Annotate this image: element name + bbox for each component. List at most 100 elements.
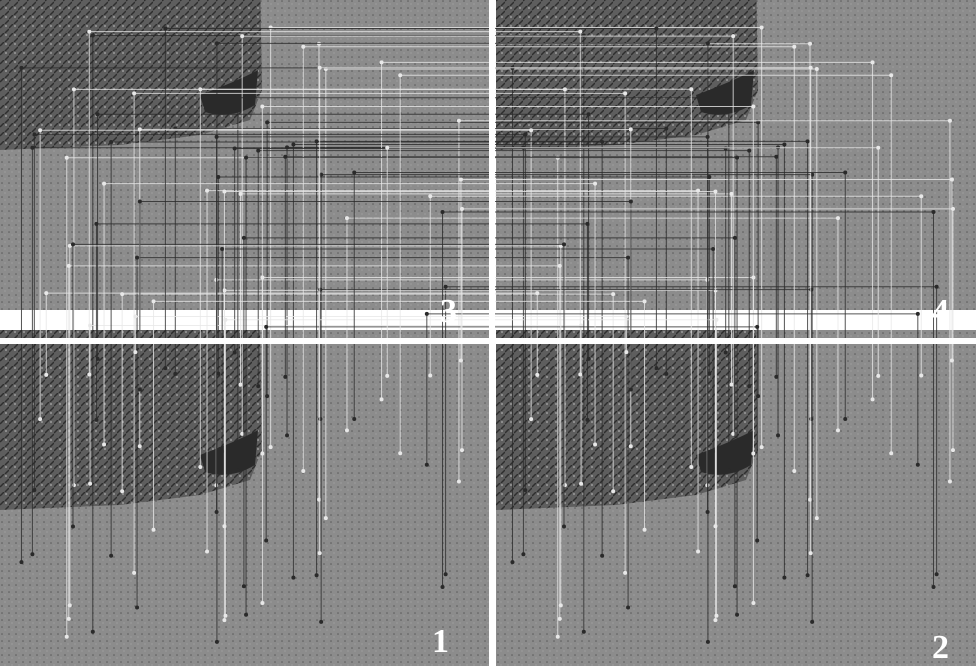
- keypoint: [782, 576, 786, 580]
- keypoint: [87, 373, 91, 377]
- keypoint: [889, 73, 893, 77]
- keypoint: [733, 584, 737, 588]
- keypoint: [38, 417, 42, 421]
- keypoint: [836, 216, 840, 220]
- keypoint: [951, 448, 955, 452]
- keypoint: [109, 554, 113, 558]
- keypoint: [135, 606, 139, 610]
- keypoint: [808, 498, 812, 502]
- panel-label: 2: [932, 629, 949, 666]
- keypoint: [256, 384, 260, 388]
- keypoint: [611, 489, 615, 493]
- keypoint: [102, 182, 106, 186]
- keypoint: [457, 119, 461, 123]
- keypoint: [593, 182, 597, 186]
- keypoint: [809, 66, 813, 70]
- keypoint: [523, 132, 527, 136]
- keypoint: [643, 299, 647, 303]
- keypoint: [205, 550, 209, 554]
- keypoint: [626, 256, 630, 260]
- keypoint: [65, 156, 69, 160]
- keypoint: [689, 465, 693, 469]
- keypoint: [315, 139, 319, 143]
- keypoint: [264, 325, 268, 329]
- keypoint: [233, 351, 237, 355]
- keypoint: [535, 373, 539, 377]
- keypoint: [315, 573, 319, 577]
- keypoint: [91, 630, 95, 634]
- keypoint: [352, 417, 356, 421]
- keypoint: [220, 247, 224, 251]
- keypoint: [30, 552, 34, 556]
- keypoint: [556, 635, 560, 639]
- keypoint: [152, 299, 156, 303]
- keypoint: [135, 256, 139, 260]
- keypoint: [809, 551, 813, 555]
- keypoint: [579, 482, 583, 486]
- keypoint: [398, 451, 402, 455]
- keypoint: [654, 27, 658, 31]
- keypoint: [256, 149, 260, 153]
- keypoint: [38, 128, 42, 132]
- keypoint: [444, 572, 448, 576]
- keypoint: [587, 112, 591, 116]
- keypoint: [318, 288, 322, 292]
- keypoint: [582, 34, 586, 38]
- keypoint: [713, 618, 717, 622]
- keypoint: [72, 87, 76, 91]
- keypoint: [624, 350, 628, 354]
- keypoint: [441, 585, 445, 589]
- keypoint: [152, 528, 156, 532]
- keypoint: [782, 143, 786, 147]
- keypoint: [291, 576, 295, 580]
- keypoint: [260, 452, 264, 456]
- keypoint: [44, 291, 48, 295]
- keypoint: [138, 199, 142, 203]
- keypoint: [836, 428, 840, 432]
- keypoint: [380, 60, 384, 64]
- keypoint: [242, 236, 246, 240]
- keypoint: [629, 199, 633, 203]
- divider: [489, 0, 495, 666]
- keypoint: [755, 325, 759, 329]
- keypoint: [236, 96, 240, 100]
- keypoint: [815, 516, 819, 520]
- keypoint: [428, 374, 432, 378]
- keypoint: [94, 222, 98, 226]
- keypoint: [233, 147, 237, 151]
- keypoint: [733, 236, 737, 240]
- keypoint: [919, 194, 923, 198]
- keypoint: [264, 539, 268, 543]
- keypoint: [425, 312, 429, 316]
- keypoint: [133, 350, 137, 354]
- keypoint: [626, 606, 630, 610]
- keypoint: [398, 73, 402, 77]
- keypoint: [747, 384, 751, 388]
- keypoint: [301, 45, 305, 49]
- keypoint: [30, 146, 34, 150]
- keypoint: [444, 285, 448, 289]
- keypoint: [792, 45, 796, 49]
- keypoint: [843, 417, 847, 421]
- keypoint: [843, 171, 847, 175]
- keypoint: [731, 34, 735, 38]
- keypoint: [809, 417, 813, 421]
- keypoint: [460, 207, 464, 211]
- keypoint: [558, 617, 562, 621]
- keypoint: [236, 469, 240, 473]
- keypoint: [629, 444, 633, 448]
- keypoint: [460, 448, 464, 452]
- keypoint: [173, 372, 177, 376]
- keypoint: [706, 640, 710, 644]
- keypoint: [220, 449, 224, 453]
- keypoint: [96, 112, 100, 116]
- keypoint: [120, 489, 124, 493]
- keypoint: [244, 613, 248, 617]
- image-panels: [0, 0, 976, 666]
- keypoint: [65, 635, 69, 639]
- keypoint: [585, 418, 589, 422]
- panel-label: 3: [440, 293, 457, 330]
- keypoint: [727, 96, 731, 100]
- keypoint: [19, 66, 23, 70]
- keypoint: [559, 603, 563, 607]
